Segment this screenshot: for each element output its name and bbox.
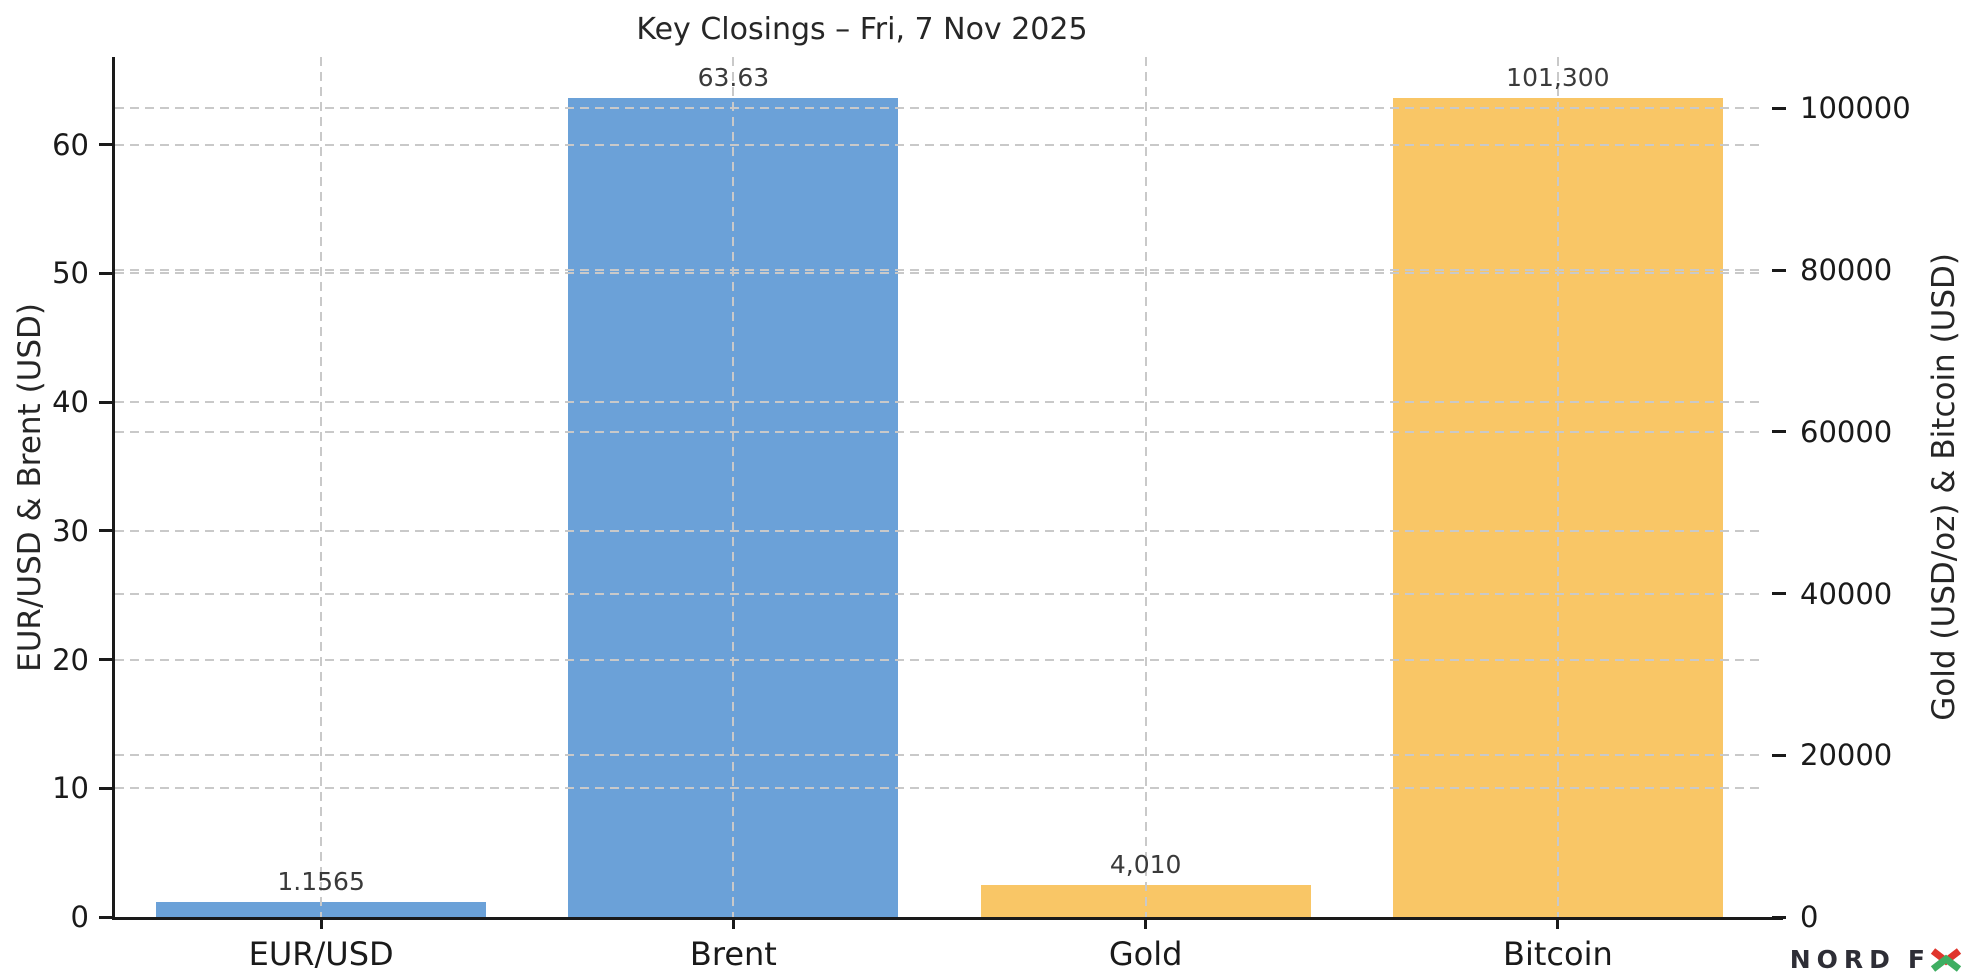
- tick-left-60: [99, 143, 112, 147]
- category-label-bitcoin: Bitcoin: [1503, 935, 1613, 973]
- tick-right-80000: [1772, 268, 1786, 272]
- category-label-gold: Gold: [1108, 935, 1183, 973]
- value-label-bitcoin: 101,300: [1506, 62, 1610, 92]
- tick-label-right-20000: 20000: [1800, 738, 1893, 773]
- tick-label-right-40000: 40000: [1800, 576, 1893, 611]
- bottom-spine: [112, 917, 1783, 920]
- logo-text-nord: NORD: [1789, 944, 1896, 974]
- value-label-brent: 63.63: [697, 62, 770, 92]
- tick-category-brent: [731, 917, 735, 929]
- gridline-left-10: [115, 787, 1764, 790]
- tick-label-left-0: 0: [70, 900, 89, 934]
- tick-label-left-10: 10: [52, 771, 89, 806]
- gridline-left-40: [115, 401, 1764, 404]
- tick-category-gold: [1144, 917, 1148, 929]
- right-axis-title-wrap: Gold (USD/oz) & Bitcoin (USD): [1916, 57, 1972, 917]
- gridline-left-60: [115, 143, 1764, 146]
- gridline-vertical-gold: [1144, 57, 1147, 917]
- tick-category-bitcoin: [1556, 917, 1560, 929]
- left-axis-title: EUR/USD & Brent (USD): [12, 302, 48, 672]
- tick-left-0: [99, 915, 112, 919]
- gridline-vertical-bitcoin: [1556, 57, 1559, 917]
- tick-label-right-60000: 60000: [1800, 414, 1893, 449]
- logo-text-f: F: [1907, 944, 1931, 974]
- tick-label-left-20: 20: [52, 642, 89, 677]
- tick-label-left-40: 40: [52, 385, 89, 420]
- tick-label-left-50: 50: [52, 256, 89, 291]
- tick-label-right-0: 0: [1800, 900, 1819, 934]
- tick-left-30: [99, 529, 112, 533]
- tick-right-40000: [1772, 592, 1786, 596]
- tick-right-20000: [1772, 753, 1786, 757]
- tick-right-60000: [1772, 430, 1786, 434]
- gridline-right-100000: [115, 107, 1764, 110]
- right-axis-title: Gold (USD/oz) & Bitcoin (USD): [1926, 253, 1962, 721]
- plot-area: 1.1565 63.63 4,010 101,300 0 10 20 30 40 50 60 0 200…: [52, 57, 1911, 973]
- gridline-left-30: [115, 529, 1764, 532]
- tick-category-eur-usd: [319, 917, 323, 929]
- tick-left-20: [99, 658, 112, 661]
- category-label-eur-usd: EUR/USD: [248, 935, 394, 973]
- logo-x-icon: [1930, 947, 1962, 972]
- tick-label-right-80000: 80000: [1800, 253, 1893, 288]
- tick-label-left-30: 30: [52, 513, 89, 548]
- gridline-right-40000: [115, 592, 1764, 595]
- tick-label-left-60: 60: [52, 127, 89, 162]
- tick-left-40: [99, 400, 112, 404]
- tick-right-100000: [1772, 106, 1786, 110]
- left-axis-title-wrap: EUR/USD & Brent (USD): [4, 57, 56, 917]
- nordfx-logo: NORD F: [1790, 944, 1963, 974]
- gridline-right-80000: [115, 269, 1764, 272]
- tick-left-10: [99, 786, 112, 790]
- gridline-right-60000: [115, 430, 1764, 433]
- left-spine: [112, 57, 115, 920]
- gridline-left-50: [115, 272, 1764, 275]
- value-label-gold: 4,010: [1109, 849, 1182, 879]
- value-label-eur-usd: 1.1565: [277, 867, 365, 897]
- gridline-right-20000: [115, 754, 1764, 757]
- gridline-vertical-brent: [732, 57, 735, 917]
- chart-title: Key Closings – Fri, 7 Nov 2025: [636, 12, 1088, 47]
- category-label-brent: Brent: [689, 935, 777, 973]
- gridline-vertical-eur-usd: [320, 57, 323, 917]
- tick-left-50: [99, 271, 112, 275]
- tick-right-0: [1772, 915, 1786, 919]
- tick-label-right-100000: 100000: [1800, 91, 1911, 126]
- gridline-left-20: [115, 658, 1764, 661]
